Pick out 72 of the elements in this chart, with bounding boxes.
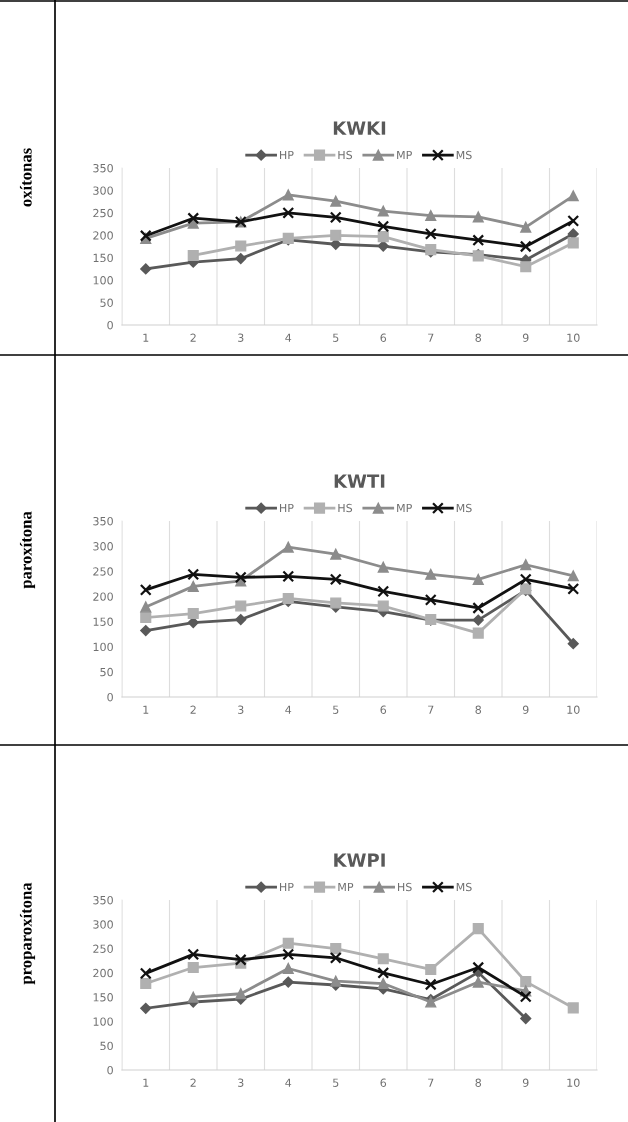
y-tick-label: 50 <box>100 1041 113 1051</box>
x-tick-label: 8 <box>475 1078 482 1087</box>
chart-title: KWTI <box>334 474 385 488</box>
legend-label: MP <box>397 150 412 160</box>
x-tick-label: 2 <box>190 333 196 342</box>
y-tick-label: 0 <box>107 320 113 330</box>
y-tick-label: 0 <box>107 1065 113 1075</box>
y-tick-label: 250 <box>93 567 113 576</box>
chart-title: KWKI <box>333 121 386 135</box>
legend-label: MP <box>338 882 354 892</box>
x-tick-label: 5 <box>333 1078 339 1087</box>
y-tick-label: 350 <box>93 516 113 526</box>
x-tick-label: 10 <box>567 333 580 342</box>
y-tick-label: 0 <box>107 692 113 702</box>
x-tick-label: 5 <box>333 333 339 342</box>
x-tick-label: 3 <box>238 705 244 714</box>
y-tick-label: 150 <box>93 993 113 1002</box>
x-tick-label: 1 <box>143 333 149 342</box>
x-tick-label: 8 <box>475 705 482 714</box>
legend-label: HP <box>280 150 294 160</box>
x-tick-label: 2 <box>190 1078 196 1087</box>
y-tick-label: 50 <box>100 667 113 677</box>
x-tick-label: 4 <box>285 333 292 342</box>
y-tick-label: 300 <box>93 542 113 551</box>
x-tick-label: 2 <box>190 705 196 714</box>
legend-label: MP <box>397 503 412 513</box>
text: oxítonas <box>19 148 32 207</box>
y-tick-label: 100 <box>93 276 113 285</box>
x-tick-label: 7 <box>428 1078 434 1087</box>
x-tick-label: 3 <box>238 1078 244 1087</box>
x-tick-label: 7 <box>428 333 434 342</box>
y-tick-label: 100 <box>93 1017 113 1026</box>
x-tick-label: 4 <box>285 705 292 714</box>
x-tick-label: 1 <box>143 705 149 714</box>
y-tick-label: 150 <box>93 253 113 263</box>
x-tick-label: 5 <box>333 705 339 714</box>
legend-label: MS <box>456 503 472 513</box>
y-tick-label: 300 <box>93 186 113 195</box>
y-tick-label: 200 <box>93 968 113 978</box>
legend-label: HS <box>338 503 353 513</box>
chart-title: KWPI <box>334 853 385 867</box>
legend-label: HP <box>280 503 294 513</box>
legend-label: HS <box>338 150 353 160</box>
x-tick-label: 4 <box>285 1078 292 1087</box>
y-tick-label: 200 <box>93 592 113 601</box>
text: proparoxítona <box>19 882 36 985</box>
legend-label: HP <box>280 882 294 892</box>
x-tick-label: 10 <box>567 705 580 714</box>
legend-label: MS <box>456 882 472 892</box>
y-tick-label: 50 <box>100 298 113 307</box>
y-tick-label: 350 <box>93 895 113 905</box>
x-tick-label: 1 <box>143 1078 149 1087</box>
x-tick-label: 9 <box>522 1078 529 1087</box>
x-tick-label: 9 <box>522 705 529 714</box>
legend-label: HS <box>398 882 412 892</box>
y-tick-label: 250 <box>93 208 113 218</box>
y-tick-label: 150 <box>93 617 113 626</box>
x-tick-label: 7 <box>428 705 434 714</box>
x-tick-label: 6 <box>380 333 387 342</box>
y-tick-label: 350 <box>93 163 113 173</box>
x-tick-label: 6 <box>380 1078 387 1087</box>
y-tick-label: 300 <box>93 920 113 929</box>
y-tick-label: 250 <box>93 944 113 953</box>
y-tick-label: 200 <box>93 231 113 240</box>
text: paroxítona <box>19 511 36 589</box>
legend-label: MS <box>456 150 472 160</box>
x-tick-label: 3 <box>238 333 244 342</box>
x-tick-label: 10 <box>567 1078 580 1087</box>
x-tick-label: 6 <box>380 705 387 714</box>
y-tick-label: 100 <box>93 642 113 652</box>
x-tick-label: 9 <box>522 333 529 342</box>
x-tick-label: 8 <box>475 333 482 342</box>
